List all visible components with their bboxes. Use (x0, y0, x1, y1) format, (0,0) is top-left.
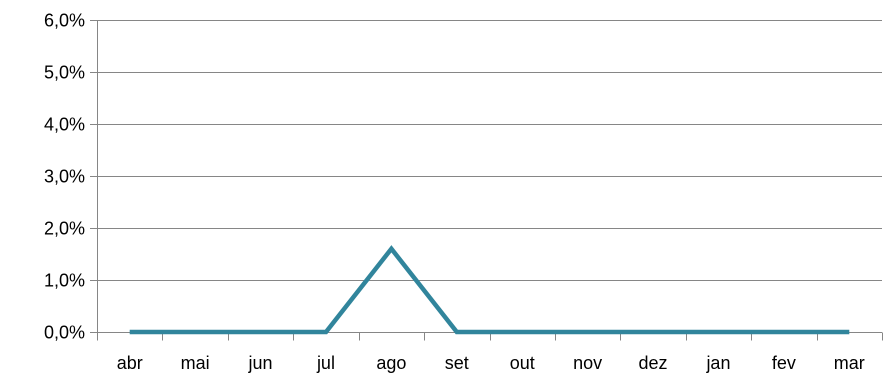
x-tick-label-dez: dez (639, 353, 668, 373)
x-tick-label-jan: jan (705, 353, 730, 373)
x-tick-label-nov: nov (573, 353, 602, 373)
x-tick-label-jul: jul (316, 353, 335, 373)
y-tick-label-3: 3,0% (44, 167, 85, 187)
y-tick-label-6: 6,0% (44, 11, 85, 31)
x-tick-label-mar: mar (834, 353, 865, 373)
y-tick-label-2: 2,0% (44, 219, 85, 239)
axes (90, 20, 883, 341)
series-line-0 (129, 245, 850, 335)
x-tick-label-ago: ago (376, 353, 406, 373)
gridlines (97, 20, 882, 281)
x-tick-label-jun: jun (248, 353, 273, 373)
x-tick-label-abr: abr (117, 353, 143, 373)
x-axis-tick-labels: abr mai jun jul ago set out nov dez jan fev mar (117, 353, 865, 373)
y-tick-label-0: 0,0% (44, 323, 85, 343)
x-tick-label-fev: fev (772, 353, 796, 373)
x-tick-label-mai: mai (181, 353, 210, 373)
x-tick-label-out: out (510, 353, 535, 373)
y-axis-tick-labels: 0,0% 1,0% 2,0% 3,0% 4,0% 5,0% 6,0% (44, 11, 85, 343)
y-tick-label-1: 1,0% (44, 271, 85, 291)
y-tick-label-5: 5,0% (44, 63, 85, 83)
y-tick-label-4: 4,0% (44, 115, 85, 135)
series-lines (129, 245, 850, 335)
x-tick-label-set: set (445, 353, 469, 373)
